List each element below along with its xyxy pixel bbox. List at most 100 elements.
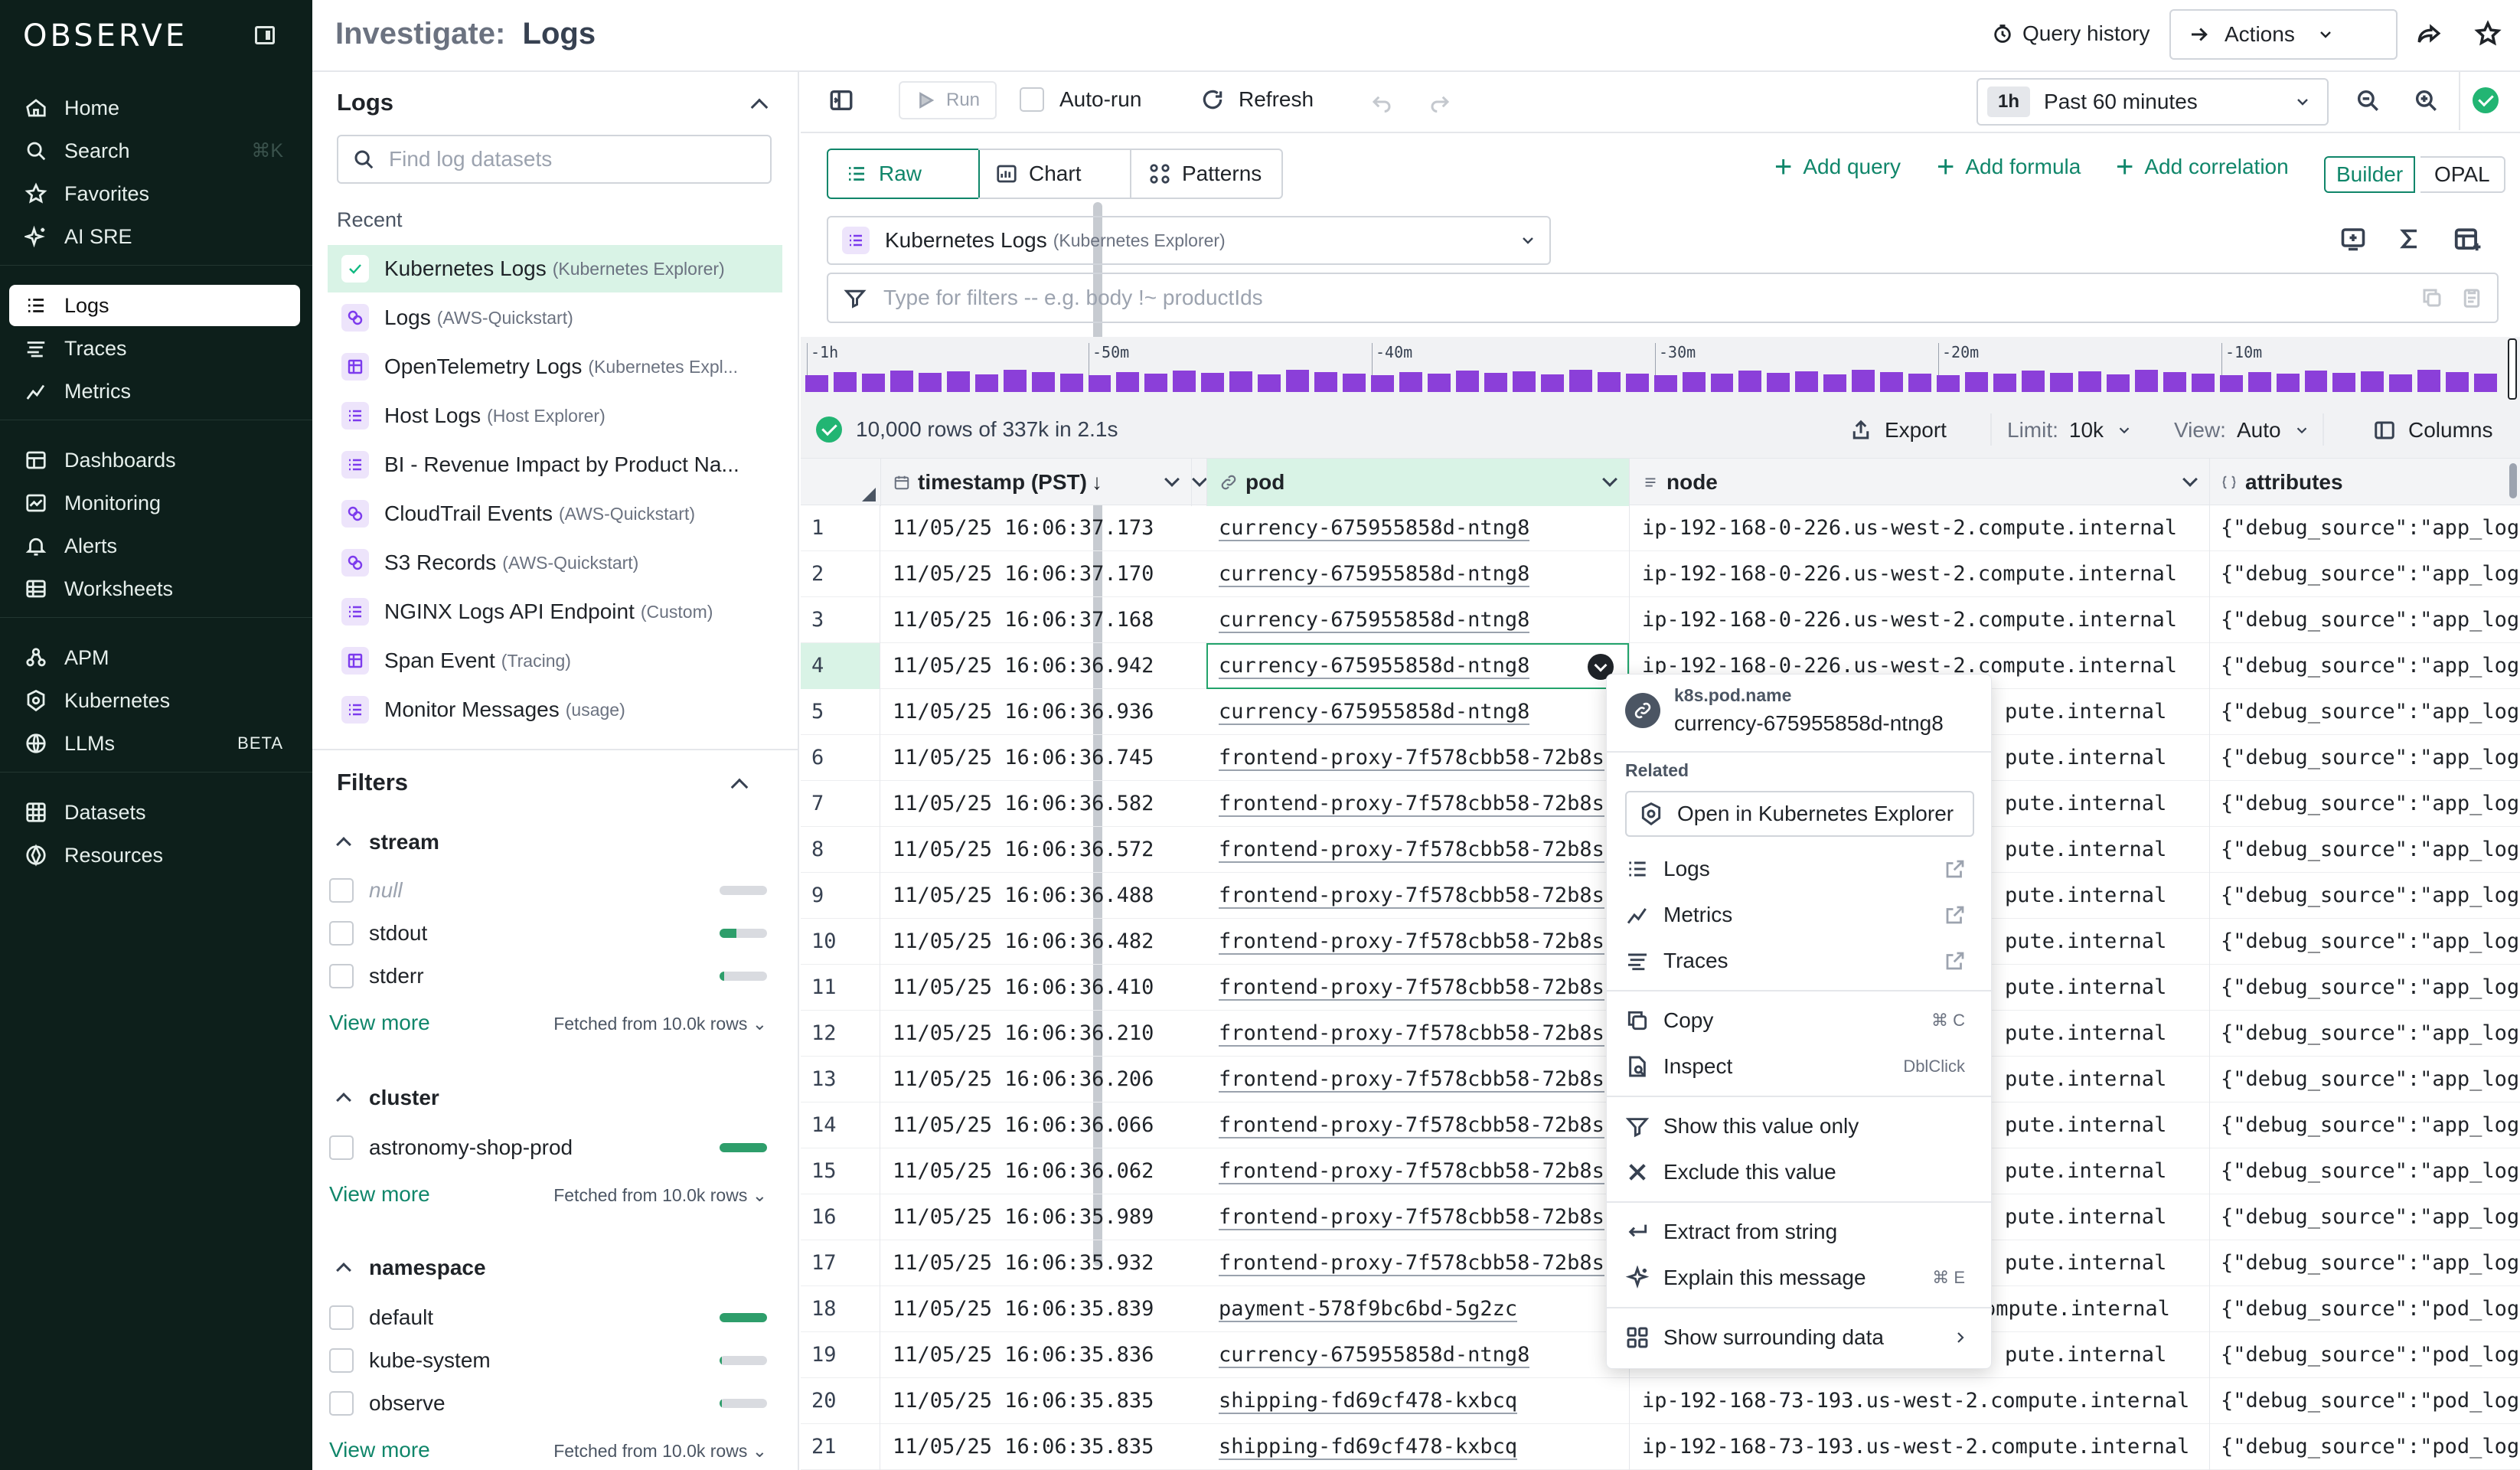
timestamp-cell[interactable]: 11/05/25 16:06:36.066 bbox=[893, 1113, 1154, 1137]
pod-cell[interactable]: frontend-proxy-7f578cbb58-72b8s bbox=[1219, 1251, 1604, 1276]
histogram-bar[interactable] bbox=[2191, 374, 2215, 392]
table-row[interactable]: 14 11/05/25 16:06:36.066 frontend-proxy-7f… bbox=[801, 1102, 2520, 1148]
filter-option[interactable]: astronomy-shop-prod bbox=[329, 1129, 775, 1167]
histogram-bar[interactable] bbox=[1286, 370, 1310, 392]
filter-checkbox[interactable] bbox=[329, 921, 354, 946]
node-cell[interactable]: ip-192-168-0-226.us-west-2.compute.inter… bbox=[1629, 643, 2209, 689]
histogram-bar[interactable] bbox=[2247, 372, 2271, 392]
node-cell[interactable]: pute.internal bbox=[1629, 1057, 2209, 1102]
filter-checkbox[interactable] bbox=[329, 1391, 354, 1416]
histogram-bar[interactable] bbox=[974, 374, 998, 392]
timestamp-cell[interactable]: 11/05/25 16:06:37.168 bbox=[893, 608, 1154, 632]
copy-item[interactable]: Copy ⌘ C bbox=[1625, 999, 1974, 1042]
histogram-bar[interactable] bbox=[1371, 375, 1395, 392]
pod-cell[interactable]: currency-675955858d-ntng8 bbox=[1219, 562, 1530, 587]
table-row[interactable]: 7 11/05/25 16:06:36.582 frontend-proxy-7f5… bbox=[801, 781, 2520, 827]
histogram-bar[interactable] bbox=[1258, 374, 1281, 392]
sidebar-item-dashboards[interactable]: Dashboards bbox=[9, 439, 300, 481]
histogram-bar[interactable] bbox=[918, 373, 942, 392]
histogram-bar[interactable] bbox=[2361, 371, 2385, 392]
node-cell[interactable]: ip-192-168-73-193.us-west-2.compute.inte… bbox=[1629, 1378, 2209, 1424]
attributes-cell[interactable]: {"debug_source":"app_log bbox=[2209, 873, 2520, 919]
dataset-list-item[interactable]: Kubernetes Logs (Kubernetes Explorer) bbox=[328, 245, 782, 292]
timestamp-cell[interactable]: 11/05/25 16:06:36.582 bbox=[893, 792, 1154, 815]
node-cell[interactable]: pute.internal bbox=[1629, 827, 2209, 873]
histogram-bar[interactable] bbox=[1653, 375, 1677, 392]
attributes-cell[interactable]: {"debug_source":"pod_log bbox=[2209, 1286, 2520, 1332]
histogram-bar[interactable] bbox=[1965, 372, 1989, 392]
attributes-cell[interactable]: {"debug_source":"app_log bbox=[2209, 965, 2520, 1011]
node-cell[interactable]: pute.internal bbox=[1629, 1148, 2209, 1194]
show-surrounding-data-item[interactable]: Show surrounding data bbox=[1625, 1316, 1974, 1359]
dataset-list-item[interactable]: Logs (AWS-Quickstart) bbox=[328, 294, 782, 341]
add-column-button[interactable] bbox=[2453, 225, 2482, 254]
timestamp-cell[interactable]: 11/05/25 16:06:35.839 bbox=[893, 1297, 1154, 1321]
opal-toggle[interactable]: OPAL bbox=[2420, 156, 2505, 193]
pod-cell[interactable]: currency-675955858d-ntng8 bbox=[1219, 1343, 1530, 1368]
attributes-cell[interactable]: {"debug_source":"app_log bbox=[2209, 689, 2520, 735]
attributes-cell[interactable]: {"debug_source":"app_log bbox=[2209, 643, 2520, 689]
node-cell[interactable]: pute.internal bbox=[1629, 1332, 2209, 1378]
pod-cell[interactable]: currency-675955858d-ntng8 bbox=[1219, 608, 1530, 633]
sidebar-item-apm[interactable]: APM bbox=[9, 637, 300, 678]
sidebar-item-metrics[interactable]: Metrics bbox=[9, 371, 300, 412]
attributes-cell[interactable]: {"debug_source":"pod_log bbox=[2209, 1378, 2520, 1424]
table-row[interactable]: 2 11/05/25 16:06:37.170 currency-675955858… bbox=[801, 551, 2520, 597]
related-logs-item[interactable]: Logs bbox=[1625, 848, 1974, 890]
attributes-cell[interactable]: {"debug_source":"pod_log bbox=[2209, 1424, 2520, 1470]
filter-option[interactable]: observe bbox=[329, 1384, 775, 1423]
aggregate-button[interactable] bbox=[2396, 225, 2424, 253]
sidebar-item-worksheets[interactable]: Worksheets bbox=[9, 568, 300, 609]
time-histogram[interactable]: -1h -50m -40m -30m -20m -10m bbox=[801, 337, 2520, 475]
sidebar-item-logs[interactable]: Logs bbox=[9, 285, 300, 326]
node-cell[interactable]: pute.internal bbox=[1629, 919, 2209, 965]
column-header-attributes[interactable]: attributes bbox=[2209, 459, 2520, 506]
histogram-bar[interactable] bbox=[1540, 374, 1564, 392]
histogram-bar[interactable] bbox=[1003, 370, 1027, 392]
chevron-down-icon[interactable] bbox=[1602, 472, 1617, 487]
time-range-picker[interactable]: 1h Past 60 minutes bbox=[1977, 78, 2329, 126]
node-cell[interactable]: pute.internal bbox=[1629, 1194, 2209, 1240]
attributes-cell[interactable]: {"debug_source":"app_log bbox=[2209, 505, 2520, 551]
table-scrollbar[interactable] bbox=[2509, 463, 2517, 498]
filter-checkbox[interactable] bbox=[329, 1135, 354, 1160]
histogram-bar[interactable] bbox=[1399, 372, 1422, 392]
histogram-bar[interactable] bbox=[1937, 375, 1960, 392]
dataset-selector[interactable]: Kubernetes Logs (Kubernetes Explorer) bbox=[827, 216, 1551, 265]
node-cell[interactable]: pute.internal bbox=[1629, 689, 2209, 735]
histogram-bar[interactable] bbox=[2049, 373, 2073, 392]
attributes-cell[interactable]: {"debug_source":"app_log bbox=[2209, 827, 2520, 873]
add-query-button[interactable]: + Add query bbox=[1774, 150, 1901, 184]
histogram-bar[interactable] bbox=[1484, 373, 1507, 392]
timestamp-cell[interactable]: 11/05/25 16:06:36.936 bbox=[893, 700, 1154, 724]
column-header-pod[interactable]: pod bbox=[1206, 459, 1629, 506]
attributes-cell[interactable]: {"debug_source":"app_log bbox=[2209, 1057, 2520, 1102]
histogram-bar[interactable] bbox=[1682, 372, 1706, 392]
zoom-in-button[interactable] bbox=[2413, 87, 2439, 113]
timestamp-cell[interactable]: 11/05/25 16:06:36.206 bbox=[893, 1067, 1154, 1091]
add-formula-button[interactable]: + Add formula bbox=[1937, 150, 2081, 184]
histogram-bar[interactable] bbox=[1455, 371, 1479, 392]
filter-checkbox[interactable] bbox=[329, 878, 354, 903]
attributes-cell[interactable]: {"debug_source":"app_log bbox=[2209, 1194, 2520, 1240]
dataset-list-item[interactable]: OpenTelemetry Logs (Kubernetes Expl... bbox=[328, 343, 782, 390]
table-row[interactable]: 3 11/05/25 16:06:37.168 currency-675955858… bbox=[801, 597, 2520, 643]
attributes-cell[interactable]: {"debug_source":"app_log bbox=[2209, 1148, 2520, 1194]
histogram-bar[interactable] bbox=[2134, 370, 2158, 392]
dataset-list-item[interactable]: CloudTrail Events (AWS-Quickstart) bbox=[328, 490, 782, 537]
columns-button[interactable]: Columns bbox=[2373, 418, 2492, 443]
node-cell[interactable]: pute.internal bbox=[1629, 1240, 2209, 1286]
filter-checkbox[interactable] bbox=[329, 1348, 354, 1373]
timestamp-cell[interactable]: 11/05/25 16:06:35.836 bbox=[893, 1343, 1154, 1367]
attributes-cell[interactable]: {"debug_source":"app_log bbox=[2209, 1240, 2520, 1286]
timestamp-cell[interactable]: 11/05/25 16:06:36.942 bbox=[893, 654, 1154, 678]
timestamp-cell[interactable]: 11/05/25 16:06:36.210 bbox=[893, 1021, 1154, 1045]
attributes-cell[interactable]: {"debug_source":"pod_log bbox=[2209, 1332, 2520, 1378]
table-row[interactable]: 17 11/05/25 16:06:35.932 frontend-proxy-7f… bbox=[801, 1240, 2520, 1286]
histogram-bar[interactable] bbox=[2106, 374, 2130, 392]
limit-select[interactable]: Limit: 10k bbox=[2007, 418, 2133, 443]
histogram-bar[interactable] bbox=[1059, 374, 1083, 392]
table-row[interactable]: 13 11/05/25 16:06:36.206 frontend-proxy-7f… bbox=[801, 1057, 2520, 1102]
show-value-only-item[interactable]: Show this value only bbox=[1625, 1105, 1974, 1148]
column-header-node[interactable]: node bbox=[1629, 459, 2209, 506]
